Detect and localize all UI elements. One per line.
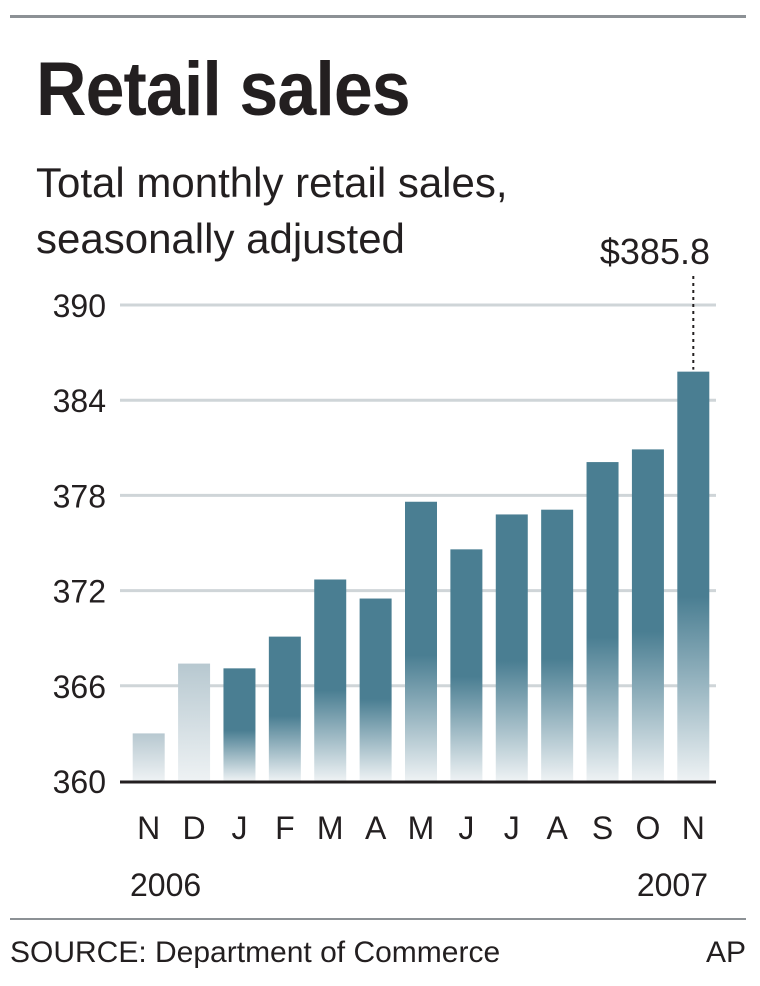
bar xyxy=(631,449,664,781)
x-tick-label: F xyxy=(275,810,295,846)
bar xyxy=(405,501,437,781)
x-tick-label: M xyxy=(408,810,435,846)
bar xyxy=(132,733,165,781)
x-tick-label: A xyxy=(546,810,568,846)
x-tick-label: A xyxy=(365,810,387,846)
bar xyxy=(314,579,347,781)
y-tick-label: 366 xyxy=(53,669,106,705)
y-tick-label: 360 xyxy=(53,764,106,800)
bar xyxy=(495,514,528,781)
chart-subtitle: Total monthly retail sales, seasonally a… xyxy=(36,159,508,262)
bar xyxy=(359,598,392,781)
x-tick-label: J xyxy=(504,810,520,846)
x-tick-label: D xyxy=(183,810,206,846)
bar xyxy=(450,549,483,781)
bar xyxy=(178,663,211,781)
y-tick-label: 384 xyxy=(53,383,106,419)
x-tick-label: J xyxy=(231,810,247,846)
x-tick-label: N xyxy=(137,810,160,846)
bar xyxy=(541,509,574,781)
top-rule xyxy=(10,15,746,18)
year-end-label: 2007 xyxy=(637,867,708,903)
chart-title: Retail sales xyxy=(36,47,411,132)
y-tick-label: 378 xyxy=(53,478,106,514)
y-tick-label: 372 xyxy=(53,574,106,610)
x-tick-label: M xyxy=(317,810,344,846)
bar xyxy=(223,668,256,781)
bar xyxy=(677,371,710,781)
year-start-label: 2006 xyxy=(130,867,201,903)
bar xyxy=(586,462,619,781)
x-tick-label: N xyxy=(682,810,705,846)
x-tick-label: S xyxy=(592,810,613,846)
y-tick-label: 390 xyxy=(53,288,106,324)
bar xyxy=(268,636,301,781)
annotation-label: $385.8 xyxy=(600,231,710,272)
x-tick-label: J xyxy=(458,810,474,846)
source-note: SOURCE: Department of Commerce xyxy=(10,936,501,969)
x-tick-label: O xyxy=(635,810,660,846)
bottom-rule xyxy=(10,918,746,920)
credit-label: AP xyxy=(705,936,746,969)
